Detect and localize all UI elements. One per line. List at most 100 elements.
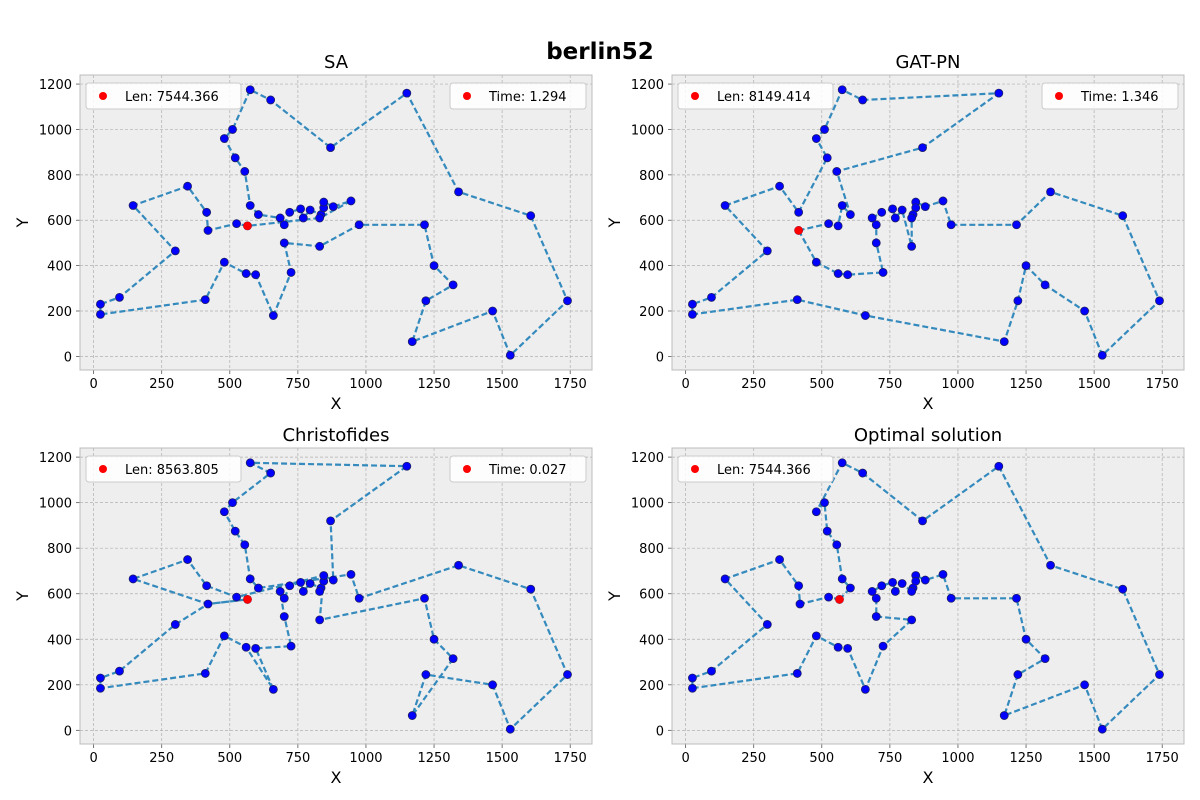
legend-text-right: Time: 1.346: [1080, 90, 1159, 105]
city-point: [245, 458, 255, 468]
city-point: [285, 581, 295, 591]
legend-box-right: [1041, 82, 1179, 110]
city-point: [871, 593, 881, 603]
city-point: [232, 219, 241, 229]
city-point: [822, 153, 832, 163]
city-point: [128, 201, 138, 210]
x-tick-label: 1000: [941, 377, 974, 392]
city-point: [326, 516, 335, 526]
city-point: [1046, 187, 1055, 197]
city-point: [860, 684, 870, 694]
chart-panel-1: 0 250 500 750 1000 1250 1500 1750 0 200 400 600 800 1…: [13, 52, 593, 413]
y-tick-label: 200: [639, 305, 664, 320]
city-point: [707, 292, 716, 302]
city-point: [454, 560, 463, 570]
city-point: [421, 670, 431, 679]
city-point: [946, 593, 956, 603]
city-point: [219, 257, 229, 267]
city-point: [792, 295, 802, 305]
city-point: [505, 350, 515, 360]
city-point: [407, 337, 417, 347]
city-point: [938, 196, 948, 206]
city-point: [1013, 296, 1023, 306]
x-tick-label: 1500: [1078, 751, 1111, 766]
city-point: [1040, 280, 1050, 290]
city-point: [219, 134, 229, 143]
city-point: [219, 631, 229, 641]
city-point: [286, 641, 296, 651]
city-point: [319, 197, 329, 207]
x-axis-label: X: [331, 768, 342, 787]
x-tick-label: 500: [217, 377, 242, 392]
city-point: [253, 210, 263, 219]
city-point: [795, 599, 805, 609]
y-tick-label: 400: [639, 633, 664, 648]
x-axis-label: X: [923, 768, 934, 787]
legend-box-right: [449, 455, 587, 483]
city-point: [878, 268, 888, 277]
city-point: [354, 220, 364, 230]
city-point: [871, 220, 881, 230]
city-point: [897, 579, 907, 588]
x-tick-label: 0: [681, 377, 689, 392]
city-point: [96, 673, 105, 683]
city-point: [867, 587, 877, 596]
tour-path: [99, 461, 569, 732]
legend-marker-left: [691, 92, 699, 100]
city-point: [871, 238, 881, 248]
y-tick-label: 600: [639, 214, 664, 229]
legend-box-left: [677, 82, 834, 110]
chart-title: Optimal solution: [854, 425, 1002, 446]
x-tick-label: 0: [89, 377, 97, 392]
city-point: [488, 306, 497, 316]
x-tick-label: 1250: [1009, 751, 1042, 766]
city-point: [832, 167, 842, 176]
city-point: [837, 201, 847, 210]
city-point: [251, 270, 261, 280]
x-tick-label: 1000: [941, 751, 974, 766]
city-point: [402, 88, 412, 98]
city-point: [707, 666, 716, 676]
city-point: [877, 207, 887, 217]
city-point: [918, 516, 927, 526]
city-point: [1013, 670, 1023, 679]
city-point: [1021, 634, 1031, 644]
city-point: [429, 634, 439, 644]
y-tick-label: 600: [639, 588, 664, 603]
x-tick-label: 1250: [1009, 377, 1042, 392]
city-point: [858, 468, 868, 478]
x-tick-label: 1000: [349, 377, 382, 392]
city-point: [1012, 220, 1021, 230]
city-point: [279, 220, 289, 230]
city-point: [918, 143, 927, 153]
plot-area: [80, 75, 592, 370]
city-point: [421, 296, 431, 306]
y-tick-label: 1200: [631, 78, 664, 93]
city-point: [96, 683, 105, 693]
city-point: [183, 181, 192, 191]
city-point: [232, 592, 241, 602]
city-point: [1155, 296, 1164, 306]
city-point: [230, 526, 240, 536]
city-point: [268, 684, 278, 694]
city-point: [526, 211, 536, 221]
city-point: [170, 620, 180, 629]
x-tick-label: 500: [809, 377, 834, 392]
city-point: [837, 85, 847, 95]
city-point: [286, 268, 296, 277]
x-tick-label: 500: [809, 751, 834, 766]
city-point: [228, 125, 237, 134]
city-point: [200, 669, 210, 678]
x-tick-label: 750: [877, 751, 902, 766]
city-point: [346, 569, 356, 579]
y-tick-label: 0: [656, 724, 664, 739]
city-point: [298, 587, 308, 596]
y-axis-label: Y: [605, 217, 624, 228]
city-point: [833, 221, 843, 231]
city-point: [203, 599, 213, 609]
city-point: [326, 143, 335, 153]
x-tick-label: 250: [149, 377, 174, 392]
start-city-point: [243, 221, 252, 231]
legend-marker-left: [99, 92, 107, 100]
city-point: [115, 292, 124, 302]
